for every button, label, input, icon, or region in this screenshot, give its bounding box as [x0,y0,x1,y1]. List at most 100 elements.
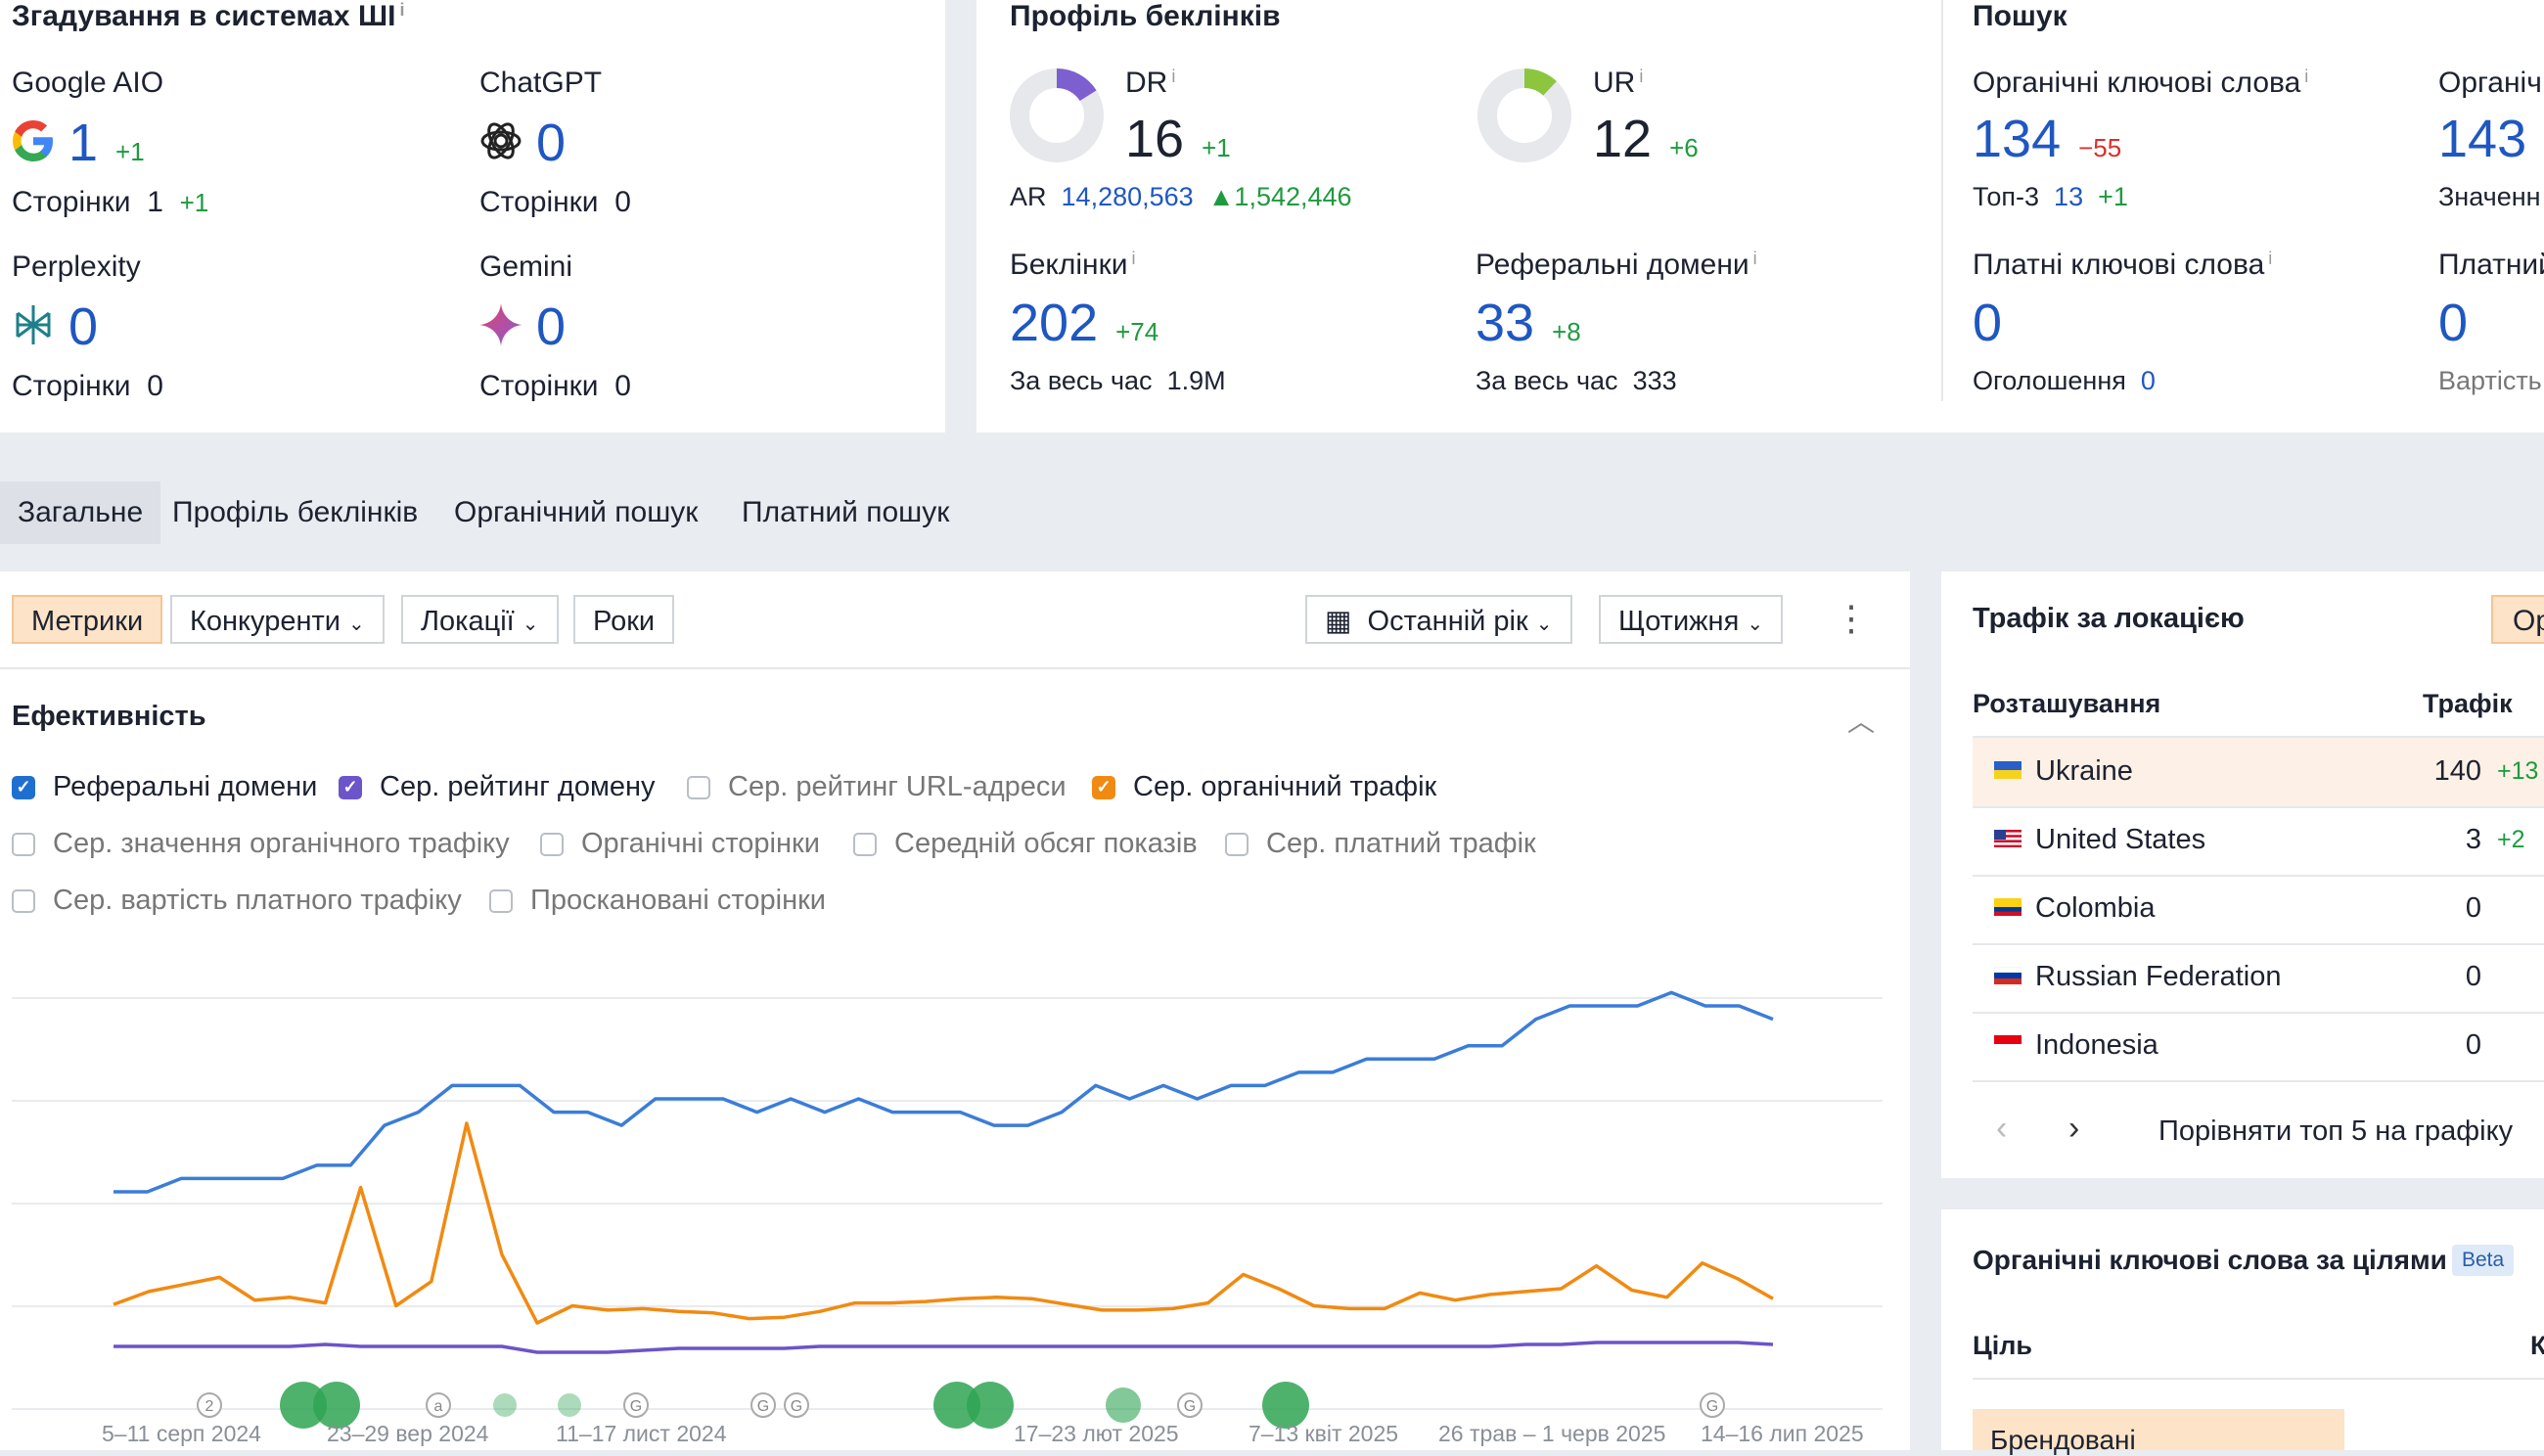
event-marker [313,1382,360,1429]
interval-dropdown[interactable]: Щотижня ⌄ [1599,595,1784,644]
check-icon: ✓ [339,775,362,799]
period-dropdown[interactable]: ▦ Останній рік ⌄ [1305,595,1572,644]
collapse-icon[interactable]: ︿ [1847,706,1876,737]
competitors-button[interactable]: Конкуренти ⌄ [170,595,385,644]
x-axis-label: 26 трав – 1 черв 2025 [1438,1421,1666,1446]
gemini-icon [477,301,524,348]
google-icon [10,117,57,164]
x-axis-label: 11–17 лист 2024 [556,1421,727,1446]
intent-title: Органічні ключові слова за цілями [1973,1245,2447,1275]
event-marker [933,1382,980,1429]
col-location[interactable]: Розташування [1973,689,2161,718]
organic-kw-value[interactable]: 134 −55 [1973,110,2122,168]
performance-panel [0,571,1910,1450]
organic-toggle-button[interactable]: Ор [2491,595,2544,644]
performance-chart: 2 a G G G G G [12,990,1883,1429]
divider [0,667,1910,669]
col-keywords[interactable]: К [2530,1331,2544,1360]
chevron-down-icon: ⌄ [1535,614,1553,635]
location-row[interactable]: Ukraine 140 +13 [1973,738,2544,808]
flag-ukraine-icon [1994,761,2022,779]
calendar-icon: ▦ [1325,606,1352,637]
check-icon: ✓ [12,775,35,799]
refdomains-value[interactable]: 33 +8 [1476,294,1581,352]
paid-kw-value[interactable]: 0 [1973,294,2003,352]
organic-traffic-value[interactable]: 143 [2438,110,2527,168]
tab-paid-search[interactable]: Платний пошук [742,496,950,528]
annotation-marker-label: G [757,1398,769,1415]
checkbox-paid-traffic-cost[interactable]: Сер. вартість платного трафіку [12,885,462,917]
checkbox-organic-traffic-value[interactable]: Сер. значення органічного трафіку [12,828,510,860]
info-icon[interactable]: i [1639,67,1644,86]
tab-organic-search[interactable]: Органічний пошук [454,496,699,528]
compare-top5-link[interactable]: Порівняти топ 5 на графіку [2158,1115,2514,1147]
checkbox-url-rating[interactable]: Сер. рейтинг URL-адреси [687,771,1067,803]
ar-row: AR 14,280,563 ▲1,542,446 [1010,182,1352,211]
event-marker [1106,1388,1141,1423]
google-aio-label: Google AIO [12,67,164,99]
next-page-icon[interactable]: › [2068,1110,2080,1147]
dr-label: DR i [1125,67,1176,99]
top3-row: Топ-3 13 +1 [1973,182,2128,211]
info-icon[interactable]: i [1171,67,1176,86]
ur-value: 12 +6 [1593,110,1699,168]
checkbox-impressions[interactable]: Середній обсяг показів [853,828,1198,860]
paid-traffic-value[interactable]: 0 [2438,294,2469,352]
locations-button[interactable]: Локації ⌄ [401,595,559,644]
check-icon: ✓ [1092,775,1115,799]
backlinks-value[interactable]: 202 +74 [1010,294,1159,352]
ur-donut [1476,67,1573,164]
location-row[interactable]: Russian Federation 0 [1973,943,2544,1014]
tab-overview[interactable]: Загальне [0,481,161,544]
more-menu-icon[interactable]: ⋮ [1834,598,1869,638]
ads-row: Оголошення 0 [1973,366,2156,395]
backlinks-panel [977,0,2544,432]
annotation-marker-label: G [791,1398,802,1415]
perplexity-pages: Сторінки 0 [12,370,163,402]
paid-traffic-label: Платний [2438,249,2544,281]
chevron-down-icon: ⌄ [1747,614,1764,635]
location-row[interactable]: Indonesia 0 [1973,1012,2544,1082]
series-line [114,1341,1774,1354]
checkbox-paid-traffic[interactable]: Сер. платний трафік [1225,828,1536,860]
checkbox-organic-pages[interactable]: Органічні сторінки [540,828,820,860]
flag-colombia-icon [1994,898,2022,916]
prev-page-icon[interactable]: ‹ [1996,1110,2008,1147]
ur-label: UR i [1593,67,1644,99]
checkbox-organic-traffic[interactable]: ✓ Сер. органічний трафік [1092,771,1436,803]
chatgpt-icon [477,117,524,164]
col-goal[interactable]: Ціль [1973,1331,2032,1360]
checkbox-domain-rating[interactable]: ✓ Сер. рейтинг домену [339,771,656,803]
annotation-marker [197,1392,222,1418]
info-icon[interactable]: i [1131,249,1136,268]
annotation-marker-label: a [434,1398,443,1415]
info-icon[interactable]: i [399,0,405,20]
years-button[interactable]: Роки [573,595,675,644]
location-row[interactable]: Colombia 0 [1973,875,2544,945]
event-marker [280,1382,327,1429]
gemini-value: 0 [536,297,567,356]
flag-indonesia-icon [1994,1035,2022,1053]
metrics-button[interactable]: Метрики [12,595,163,644]
info-icon[interactable]: i [2304,67,2309,86]
intent-row[interactable] [1973,1409,2344,1450]
checkbox-crawled-pages[interactable]: Проскановані сторінки [489,885,826,917]
location-row[interactable]: United States 3 +2 [1973,806,2544,877]
info-icon[interactable]: i [2268,249,2273,268]
backlinks-label: Беклінки i [1010,249,1136,281]
chatgpt-pages: Сторінки 0 [479,186,631,218]
annotation-marker-label: G [1706,1398,1718,1415]
info-icon[interactable]: i [1752,249,1757,268]
col-traffic[interactable]: Трафік [2423,689,2513,718]
x-axis-label: 23–29 вер 2024 [327,1421,489,1446]
refdomains-all-time: За весь час 333 [1476,366,1677,395]
tab-backlink-profile[interactable]: Профіль беклінків [172,496,419,528]
annotation-marker-label: G [630,1398,642,1415]
checkbox-referring-domains[interactable]: ✓ Реферальні домени [12,771,317,803]
annotation-marker-label: G [1184,1398,1196,1415]
dr-donut [1008,67,1106,164]
annotation-marker [784,1392,809,1418]
divider [1941,0,1943,401]
annotation-marker [623,1392,649,1418]
organic-traffic-sub: Значенн [2438,182,2541,211]
